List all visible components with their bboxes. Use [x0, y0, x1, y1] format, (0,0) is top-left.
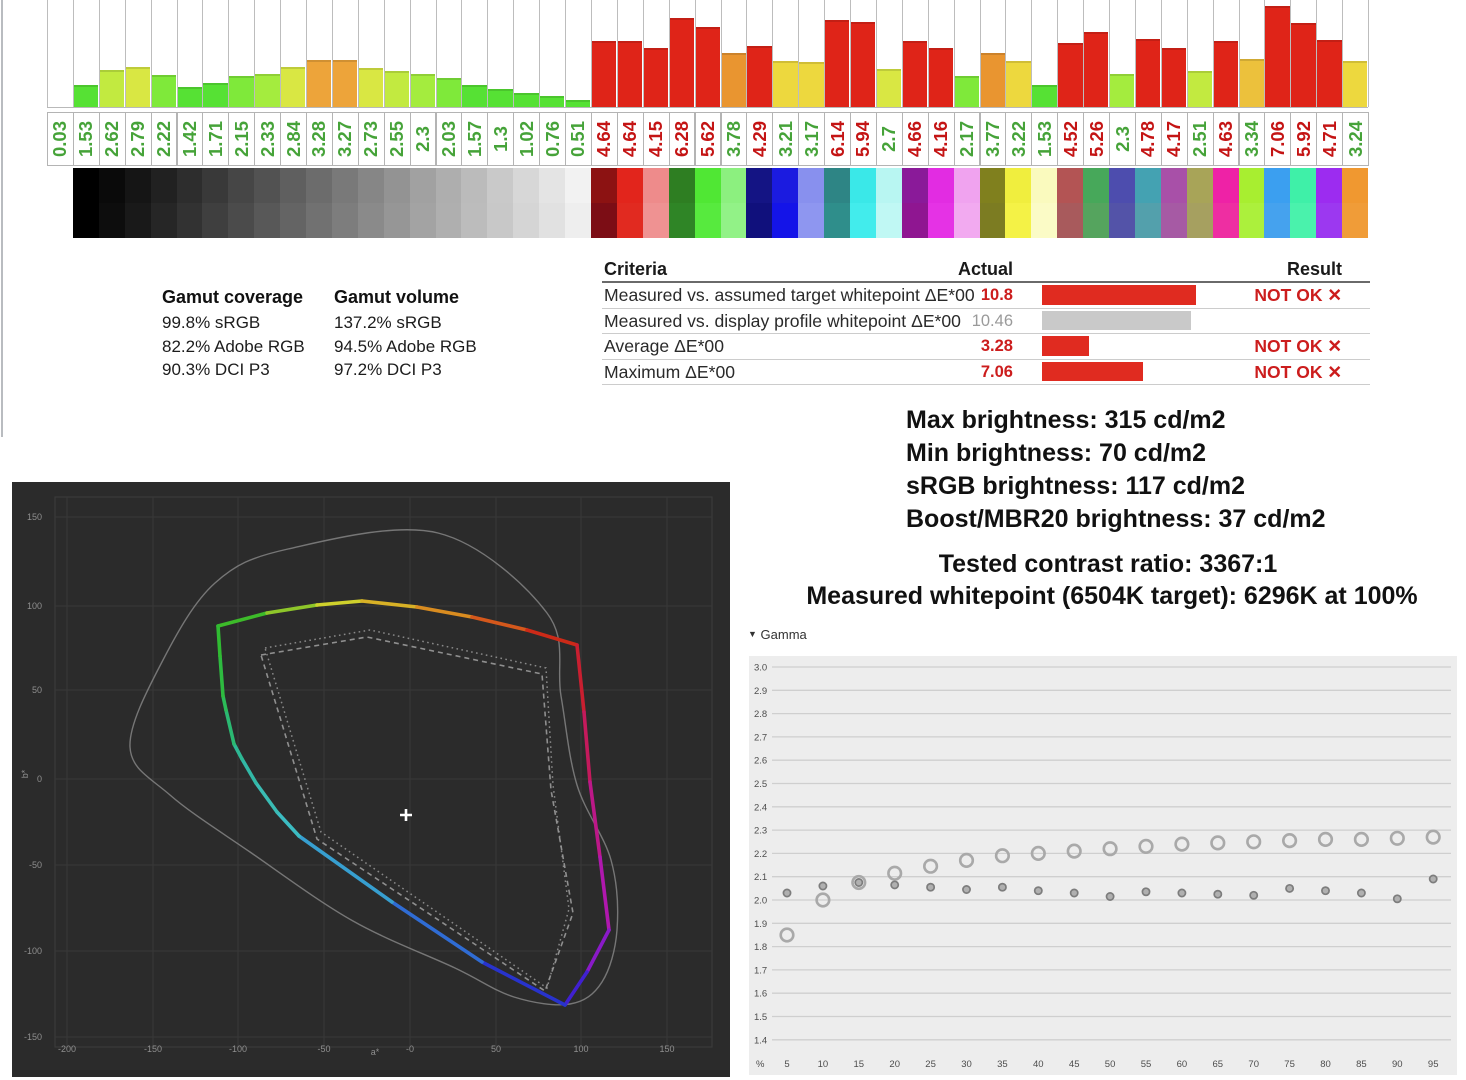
- svg-text:40: 40: [1033, 1059, 1044, 1070]
- svg-text:50: 50: [491, 1044, 501, 1054]
- svg-text:2.5: 2.5: [754, 779, 767, 790]
- svg-text:1.7: 1.7: [754, 965, 767, 976]
- svg-text:100: 100: [573, 1044, 588, 1054]
- svg-text:1.9: 1.9: [754, 919, 767, 930]
- svg-text:10: 10: [818, 1059, 829, 1070]
- svg-text:0: 0: [37, 774, 42, 784]
- svg-text:2.3: 2.3: [754, 826, 767, 837]
- svg-text:2.0: 2.0: [754, 896, 767, 907]
- svg-text:-0: -0: [406, 1044, 414, 1054]
- svg-text:90: 90: [1392, 1059, 1403, 1070]
- svg-text:%: %: [756, 1059, 765, 1070]
- svg-text:5: 5: [784, 1059, 789, 1070]
- svg-text:-100: -100: [229, 1044, 247, 1054]
- svg-text:80: 80: [1320, 1059, 1331, 1070]
- svg-text:45: 45: [1069, 1059, 1080, 1070]
- svg-text:b*: b*: [20, 769, 30, 778]
- svg-text:-150: -150: [144, 1044, 162, 1054]
- svg-text:95: 95: [1428, 1059, 1439, 1070]
- svg-text:55: 55: [1141, 1059, 1152, 1070]
- svg-text:100: 100: [27, 601, 42, 611]
- svg-text:2.1: 2.1: [754, 872, 767, 883]
- svg-text:20: 20: [889, 1059, 900, 1070]
- svg-text:1.5: 1.5: [754, 1012, 767, 1023]
- svg-text:1.4: 1.4: [754, 1035, 767, 1046]
- svg-text:150: 150: [659, 1044, 674, 1054]
- svg-text:-50: -50: [29, 860, 42, 870]
- svg-text:75: 75: [1284, 1059, 1295, 1070]
- svg-text:1.8: 1.8: [754, 942, 767, 953]
- svg-text:2.4: 2.4: [754, 802, 767, 813]
- svg-text:30: 30: [961, 1059, 972, 1070]
- svg-text:50: 50: [1105, 1059, 1116, 1070]
- svg-text:60: 60: [1177, 1059, 1188, 1070]
- svg-text:3.0: 3.0: [754, 663, 767, 674]
- svg-text:70: 70: [1248, 1059, 1259, 1070]
- svg-text:2.2: 2.2: [754, 849, 767, 860]
- svg-text:2.8: 2.8: [754, 709, 767, 720]
- svg-text:a*: a*: [371, 1047, 380, 1057]
- svg-text:-100: -100: [24, 946, 42, 956]
- svg-text:50: 50: [32, 685, 42, 695]
- svg-text:1.6: 1.6: [754, 989, 767, 1000]
- svg-text:150: 150: [27, 512, 42, 522]
- svg-text:-150: -150: [24, 1032, 42, 1042]
- svg-text:-50: -50: [317, 1044, 330, 1054]
- svg-text:85: 85: [1356, 1059, 1367, 1070]
- svg-text:15: 15: [854, 1059, 865, 1070]
- svg-text:2.6: 2.6: [754, 756, 767, 767]
- svg-text:2.7: 2.7: [754, 732, 767, 743]
- svg-text:2.9: 2.9: [754, 686, 767, 697]
- svg-text:65: 65: [1213, 1059, 1224, 1070]
- svg-text:35: 35: [997, 1059, 1008, 1070]
- svg-text:-200: -200: [58, 1044, 76, 1054]
- svg-text:25: 25: [925, 1059, 936, 1070]
